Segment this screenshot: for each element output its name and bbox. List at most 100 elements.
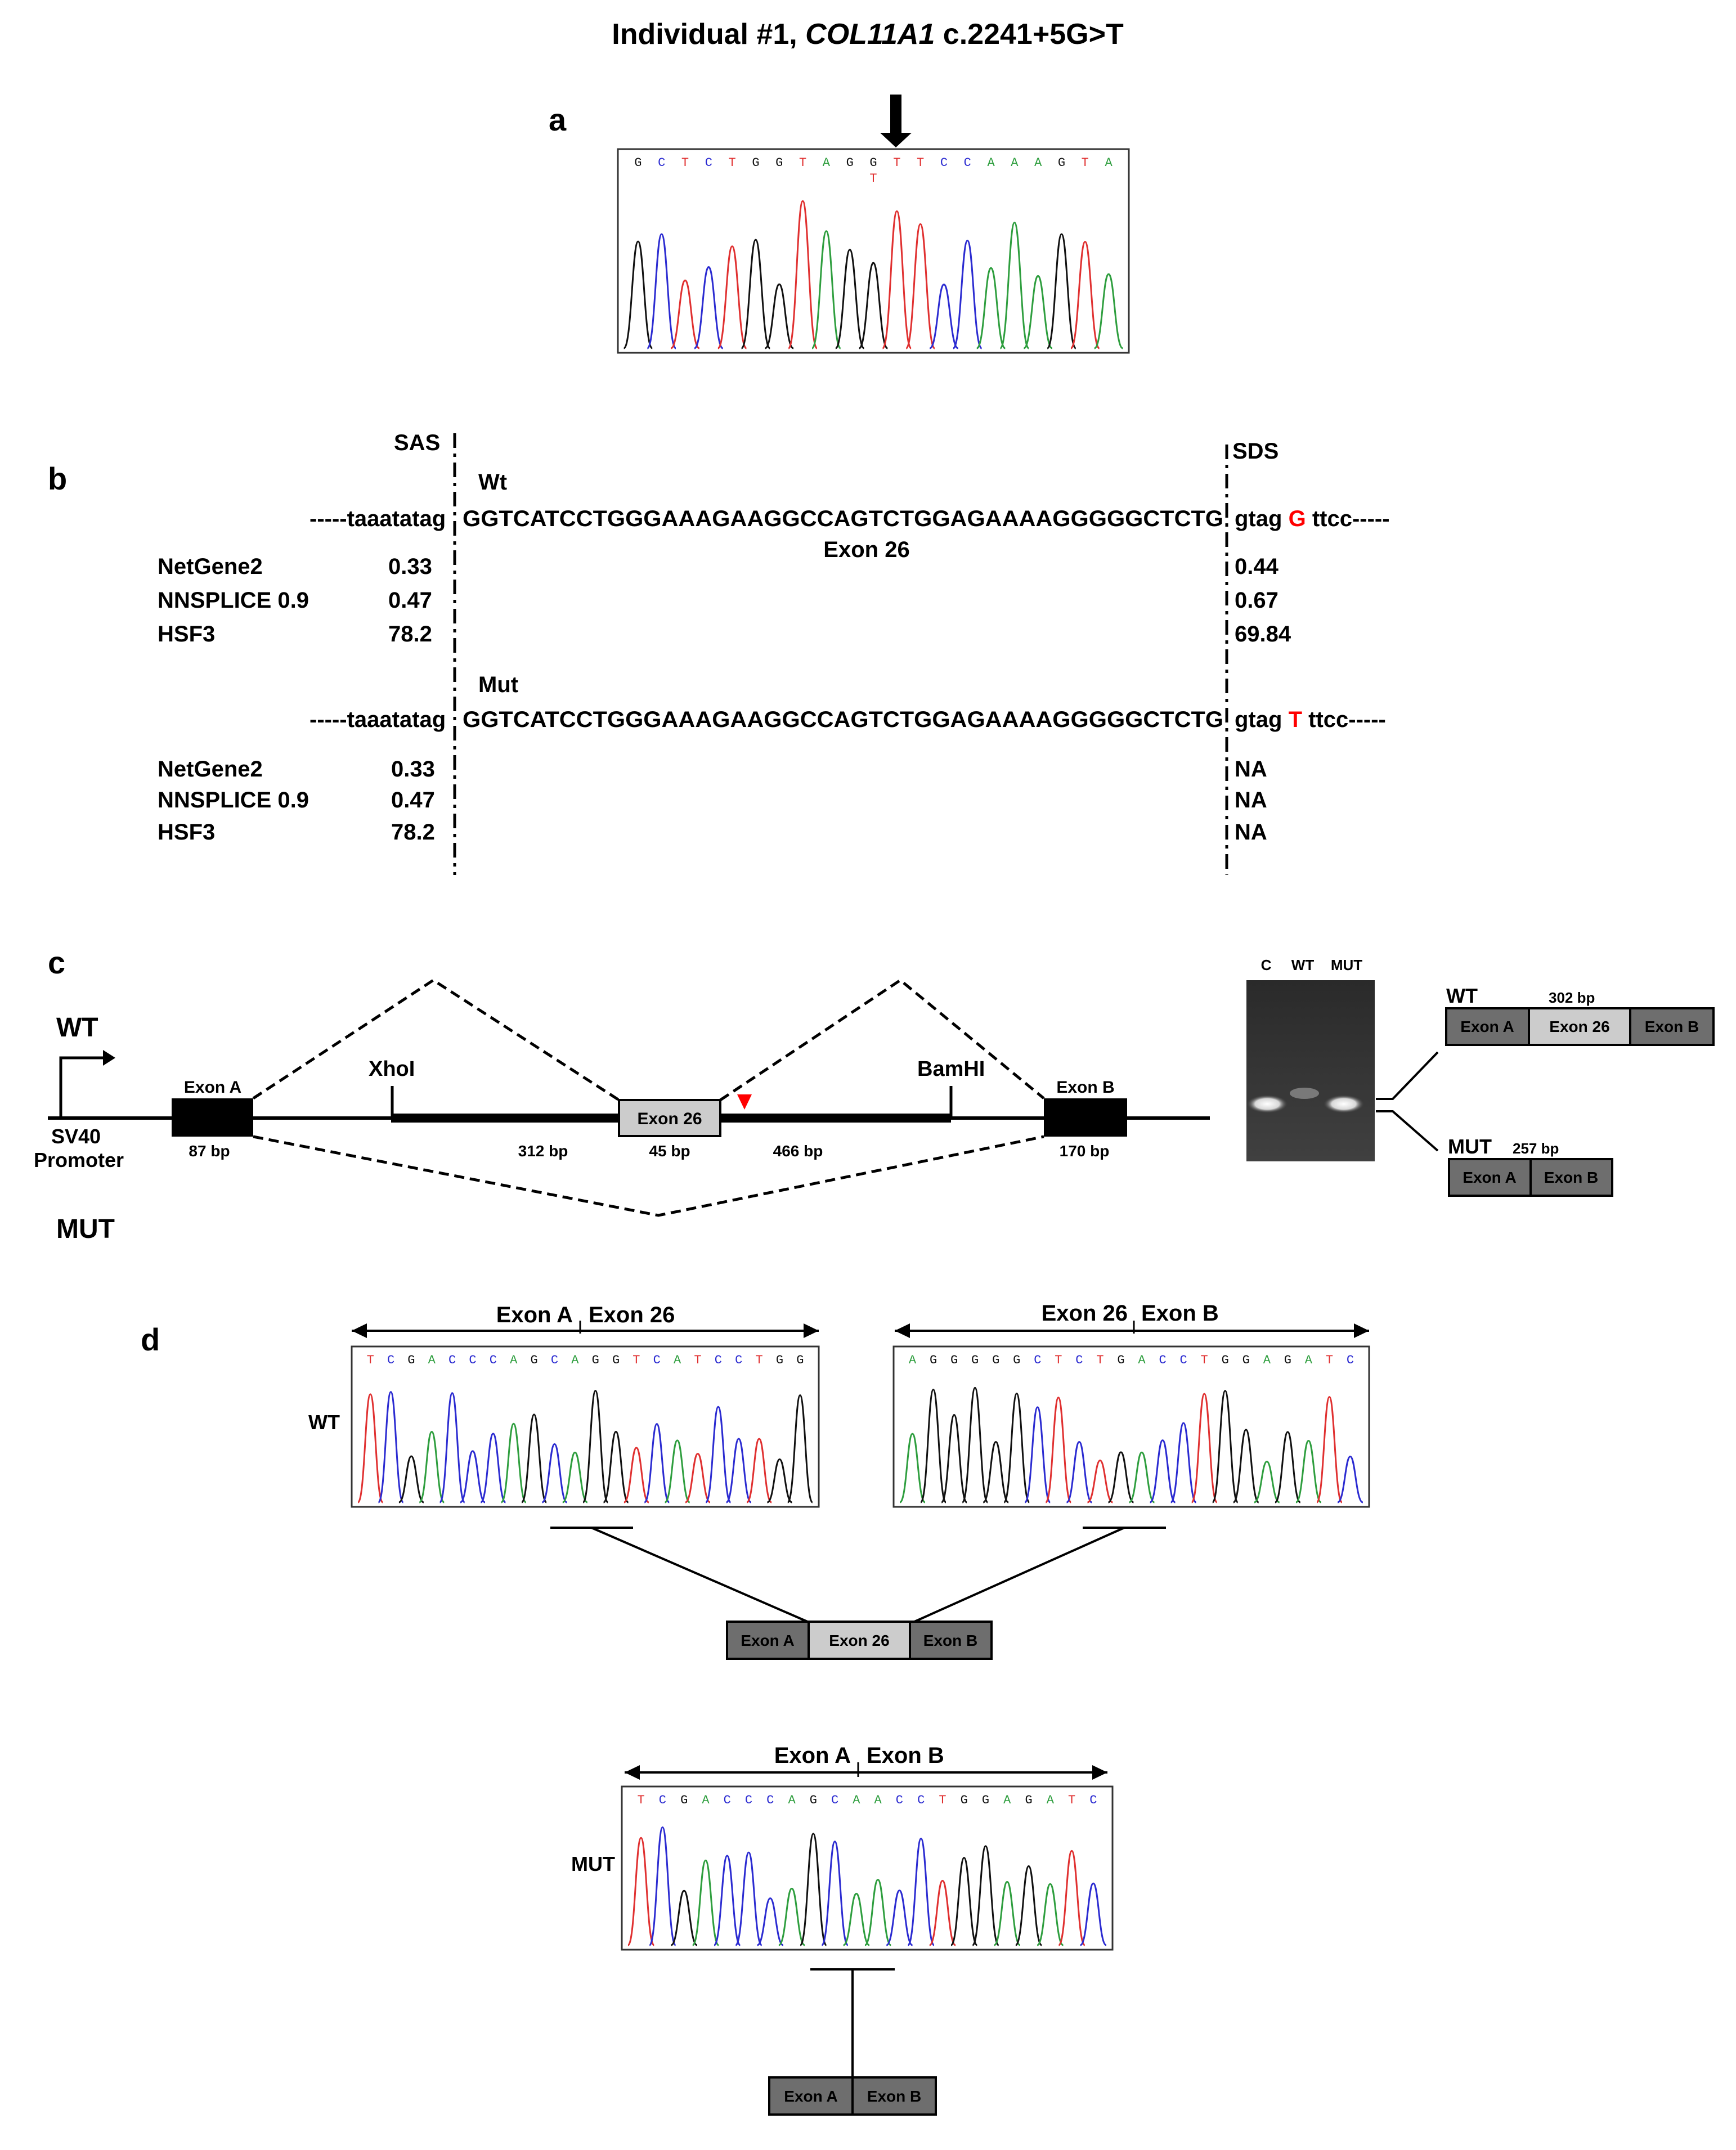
trace-peak [907, 1837, 935, 1946]
trace-peak [1107, 1451, 1134, 1503]
trace-peak [787, 1394, 814, 1503]
base-call: A [987, 156, 995, 170]
base-call: A [428, 1353, 436, 1367]
svg-text:Exon A: Exon A [784, 2088, 837, 2105]
trace-peak [1087, 1460, 1114, 1503]
wt-trace-label: WT [308, 1411, 340, 1434]
trace-peak [670, 1889, 698, 1946]
base-call: C [735, 1353, 742, 1367]
trace-peak [1003, 1393, 1030, 1503]
base-call: A [909, 1353, 917, 1367]
promoter-arrow-icon [59, 1050, 115, 1117]
base-call: C [705, 156, 712, 170]
mut-product-diagram: Exon A Exon B [768, 2076, 937, 2116]
base-call: T [1096, 1353, 1103, 1367]
svg-text:Exon B: Exon B [1645, 1018, 1699, 1035]
trace-peak [999, 222, 1030, 349]
base-call: A [874, 1793, 882, 1807]
trace-peak [1170, 1422, 1197, 1503]
base-call: T [633, 1353, 640, 1367]
mut-sds-score: NA [1235, 788, 1267, 813]
wt-splicing-label: WT [56, 1013, 98, 1043]
base-call: C [551, 1353, 558, 1367]
gel-band [1247, 1095, 1288, 1113]
base-call: G [752, 156, 759, 170]
program-hsf3: HSF3 [158, 622, 215, 647]
product-mut-size: 257 bp [1513, 1140, 1559, 1157]
trace-peak [357, 1393, 384, 1503]
wt-scores: NetGene2 NNSPLICE 0.9 HSF3 0.33 0.47 78.… [158, 554, 1291, 647]
trace-peak [766, 1458, 793, 1503]
trace-peak [746, 1438, 773, 1503]
trace-peak [479, 1433, 506, 1503]
base-call: T [799, 156, 806, 170]
gel-band [1324, 1095, 1364, 1113]
base-call: G [1025, 1793, 1032, 1807]
gel-lane-label: C [1261, 957, 1272, 973]
trace-peak [1079, 1882, 1107, 1946]
trace-peak [1015, 1865, 1043, 1946]
gel-connector [1376, 1110, 1439, 1152]
trace-peak [1037, 1883, 1064, 1946]
trace-peak [1254, 1460, 1280, 1503]
trace-peak [623, 240, 653, 349]
trace-peak [1044, 1397, 1072, 1503]
wt-splicing-path [252, 978, 1045, 1102]
base-call: T [367, 1353, 374, 1367]
base-call: A [1003, 1793, 1011, 1807]
base-call: T [755, 1353, 762, 1367]
trace-peak [778, 1887, 806, 1946]
base-call: G [1058, 156, 1065, 170]
trace-peak [460, 1450, 486, 1503]
variant-base-call: T [869, 172, 877, 186]
base-call: T [729, 156, 736, 170]
trace-peak [929, 283, 959, 349]
chromatogram-a: G C T C T G G T A G G T T C C A A A G T AT [617, 148, 1130, 354]
base-call: C [1075, 1353, 1083, 1367]
trace-peak [603, 1430, 630, 1503]
exon-26-label: Exon 26 [823, 537, 909, 562]
base-call: G [930, 1353, 937, 1367]
base-call: G [971, 1353, 979, 1367]
wt-sas-score: 0.33 [388, 554, 432, 579]
product-wt-diagram: Exon A Exon 26 Exon B [1445, 1007, 1715, 1046]
trace-peak [1066, 1440, 1093, 1503]
base-call: C [896, 1793, 903, 1807]
svg-text:Exon B: Exon B [1056, 1078, 1114, 1097]
base-call: G [407, 1353, 415, 1367]
trace-frame [621, 1785, 1114, 1951]
base-call: A [702, 1793, 710, 1807]
svg-text:Exon A: Exon A [741, 1632, 794, 1649]
trace-wt2-span: Exon 26 Exon B [895, 1301, 1369, 1338]
mut-sas-score: 0.33 [391, 757, 435, 782]
trace-peak [842, 1892, 870, 1946]
base-call: G [846, 156, 854, 170]
svg-text:Exon A: Exon A [184, 1078, 241, 1097]
base-call: C [940, 156, 948, 170]
xhoi-label: XhoI [369, 1057, 415, 1081]
trace-peak [685, 1453, 711, 1503]
trace-peak [983, 1440, 1009, 1503]
program-netgene2: NetGene2 [158, 554, 263, 579]
base-call: A [853, 1793, 860, 1807]
base-call: C [469, 1353, 476, 1367]
base-call: G [1222, 1353, 1229, 1367]
base-call: T [1068, 1793, 1075, 1807]
trace-wt1-span: Exon A Exon 26 [352, 1303, 819, 1338]
trace-peak [521, 1413, 548, 1503]
base-call: G [680, 1793, 688, 1807]
mut-trace-label: MUT [571, 1852, 615, 1875]
base-call: C [1089, 1793, 1097, 1807]
trace-peak [1046, 233, 1077, 349]
minigene-exon-a: Exon A [172, 1078, 253, 1137]
wt-sas-score: 0.47 [388, 588, 432, 613]
trace-peak [643, 1423, 670, 1503]
base-call: T [917, 156, 924, 170]
trace-peak [1337, 1455, 1363, 1503]
trace-peak [976, 267, 1006, 349]
wt-product-diagram: Exon A Exon 26 Exon B [726, 1621, 993, 1660]
base-call: C [659, 1793, 666, 1807]
trace-peak [725, 1438, 752, 1503]
base-call: A [674, 1353, 681, 1367]
